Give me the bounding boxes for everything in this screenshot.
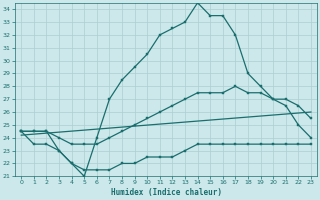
X-axis label: Humidex (Indice chaleur): Humidex (Indice chaleur) bbox=[111, 188, 221, 197]
